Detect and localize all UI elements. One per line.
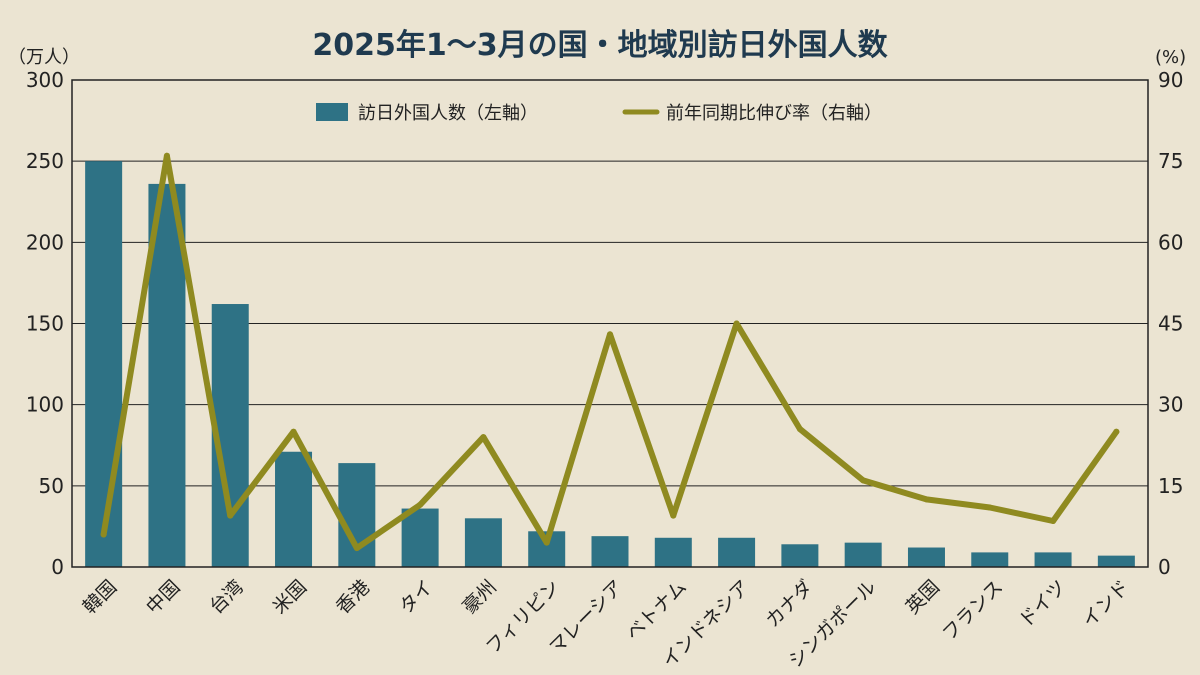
legend-line-label: 前年同期比伸び率（右軸）	[666, 103, 882, 124]
bar	[781, 544, 819, 567]
category-label: 中国	[142, 576, 184, 618]
right-tick-label: 45	[1158, 312, 1183, 336]
left-axis-ticks: 0 50 100 150 200 250 300	[26, 68, 64, 579]
bar	[1034, 552, 1072, 567]
right-tick-label: 60	[1158, 230, 1183, 254]
line-point	[1050, 518, 1057, 525]
line-point	[986, 504, 993, 511]
category-label: 香港	[332, 576, 374, 618]
gridlines	[72, 160, 1148, 487]
right-tick-label: 0	[1158, 555, 1171, 579]
left-tick-label: 250	[26, 149, 64, 173]
category-label: 豪州	[459, 576, 501, 618]
right-tick-label: 75	[1158, 149, 1183, 173]
right-tick-label: 90	[1158, 68, 1183, 92]
bar	[1097, 555, 1135, 567]
bar	[464, 518, 502, 567]
category-label: 米国	[269, 576, 311, 618]
line-point	[860, 477, 867, 484]
category-label: インド	[1078, 576, 1134, 632]
category-label: 台湾	[205, 576, 247, 618]
bar	[718, 537, 756, 567]
right-tick-label: 30	[1158, 393, 1183, 417]
bar	[148, 183, 186, 568]
bar	[275, 451, 313, 567]
bar	[907, 547, 945, 567]
left-tick-label: 0	[51, 555, 64, 579]
category-label: 英国	[902, 576, 944, 618]
bar	[654, 537, 692, 567]
chart-title: 2025年1〜3月の国・地域別訪日外国人数	[312, 28, 888, 63]
line-point	[417, 501, 424, 508]
line-point	[670, 512, 677, 519]
legend-bar-label: 訪日外国人数（左軸）	[358, 103, 538, 124]
line-point	[1113, 428, 1120, 435]
growth-line	[100, 152, 1120, 552]
line-point	[543, 539, 550, 546]
legend: 訪日外国人数（左軸） 前年同期比伸び率（右軸）	[316, 103, 882, 124]
line-point	[227, 512, 234, 519]
bar	[85, 161, 123, 567]
bar	[338, 463, 376, 567]
left-axis-unit: （万人）	[8, 47, 80, 68]
category-label: ドイツ	[1015, 576, 1071, 632]
left-tick-label: 200	[26, 230, 64, 254]
line-point	[290, 428, 297, 435]
category-label: カナダ	[762, 576, 818, 632]
right-tick-label: 15	[1158, 474, 1183, 498]
category-label: 韓国	[79, 576, 121, 618]
line-point	[796, 426, 803, 433]
left-tick-label: 100	[26, 393, 64, 417]
category-label: タイ	[395, 576, 437, 618]
category-label: フランス	[938, 576, 1007, 645]
left-tick-label: 300	[26, 68, 64, 92]
line-point	[353, 545, 360, 552]
left-tick-label: 50	[39, 474, 64, 498]
left-tick-label: 150	[26, 312, 64, 336]
line-point	[100, 531, 107, 538]
right-axis-ticks: 0 15 30 45 60 75 90	[1158, 68, 1183, 579]
line-series	[100, 152, 1120, 552]
line-point	[733, 320, 740, 327]
line-point	[163, 152, 170, 159]
line-point	[607, 331, 613, 338]
plot-frame	[71, 79, 1149, 568]
bar	[401, 508, 439, 567]
bar-series	[85, 161, 1135, 568]
legend-bar-swatch	[316, 103, 348, 121]
line-point	[923, 496, 930, 503]
right-axis-unit: (%)	[1155, 47, 1186, 68]
bar	[591, 536, 629, 567]
bar	[844, 542, 882, 567]
bar	[971, 552, 1009, 567]
line-point	[480, 434, 487, 441]
